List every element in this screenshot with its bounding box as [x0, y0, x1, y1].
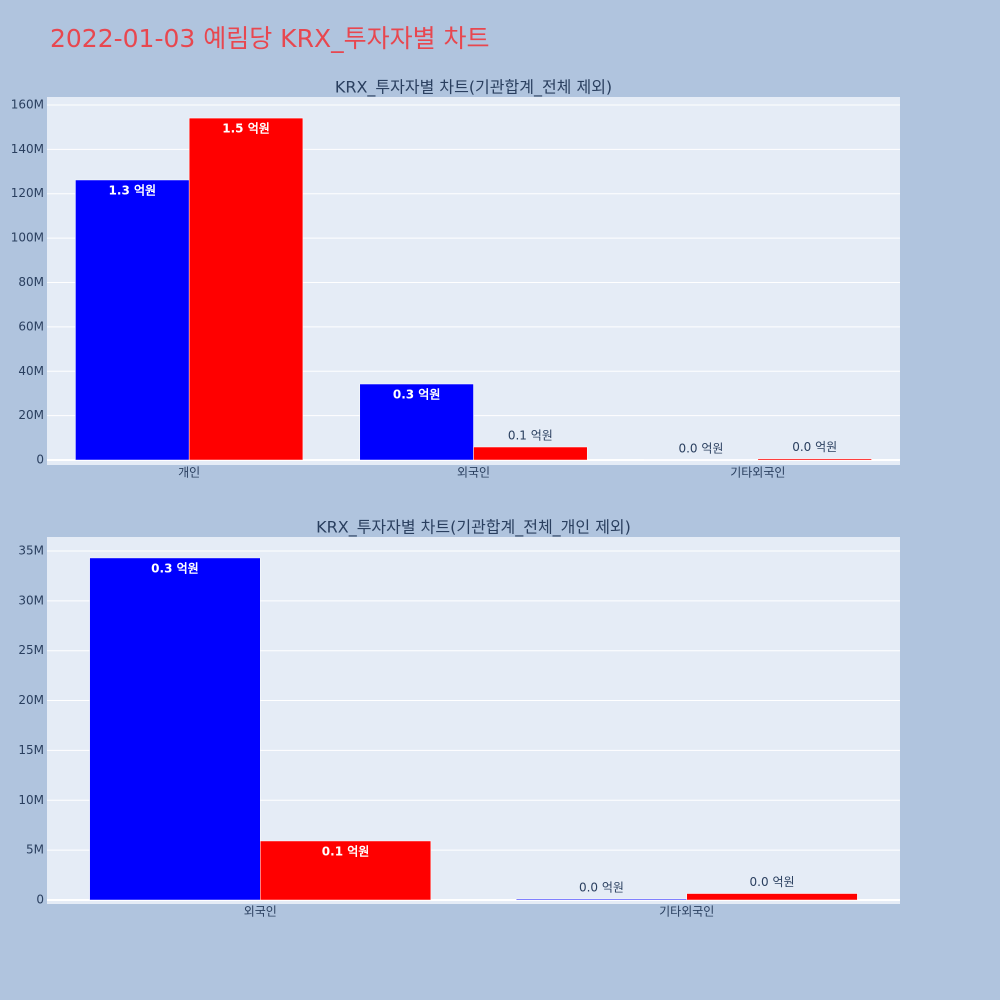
bar — [75, 179, 190, 461]
value-label: 0.3 억원 — [151, 561, 199, 575]
bar — [473, 446, 588, 461]
chart-title: KRX_투자자별 차트(기관합계_전체_개인 제외) — [316, 518, 631, 538]
bar — [515, 898, 688, 901]
y-tick-label: 100M — [11, 231, 44, 245]
bar — [686, 893, 858, 901]
bar — [89, 557, 261, 901]
y-tick-label: 0 — [36, 453, 44, 467]
y-tick-label: 120M — [11, 186, 44, 200]
x-tick-label: 외국인 — [457, 466, 490, 480]
bar — [757, 458, 872, 461]
y-tick-label: 35M — [18, 543, 44, 557]
y-tick-label: 0 — [36, 893, 44, 907]
value-label: 0.1 억원 — [322, 844, 370, 858]
y-tick-label: 25M — [18, 643, 44, 657]
x-tick-label: 외국인 — [244, 905, 277, 919]
bar — [359, 383, 474, 461]
value-label: 1.3 억원 — [109, 183, 157, 197]
x-tick-label: 기타외국인 — [659, 905, 714, 919]
value-label: 0.3 억원 — [393, 388, 441, 402]
value-label: 0.0 억원 — [678, 441, 723, 455]
bar — [188, 117, 304, 461]
y-tick-label: 160M — [11, 97, 44, 111]
value-label: 0.0 억원 — [750, 875, 795, 889]
x-tick-label: 개인 — [178, 466, 200, 480]
value-label: 1.5 억원 — [222, 122, 270, 136]
y-tick-label: 60M — [18, 319, 44, 333]
x-tick-label: 기타외국인 — [730, 466, 785, 480]
y-tick-label: 140M — [11, 142, 44, 156]
value-label: 0.0 억원 — [792, 440, 837, 454]
y-tick-label: 5M — [26, 843, 44, 857]
y-tick-label: 15M — [18, 743, 44, 757]
y-tick-label: 20M — [18, 693, 44, 707]
value-label: 0.1 억원 — [508, 429, 553, 443]
y-tick-label: 20M — [18, 408, 44, 422]
y-tick-label: 40M — [18, 364, 44, 378]
page-title: 2022-01-03 예림당 KRX_투자자별 차트 — [50, 24, 490, 53]
y-tick-label: 10M — [18, 793, 44, 807]
y-tick-label: 30M — [18, 593, 44, 607]
y-tick-label: 80M — [18, 275, 44, 289]
bar — [260, 840, 432, 901]
value-label: 0.0 억원 — [579, 881, 624, 895]
chart-title: KRX_투자자별 차트(기관합계_전체 제외) — [335, 78, 612, 98]
